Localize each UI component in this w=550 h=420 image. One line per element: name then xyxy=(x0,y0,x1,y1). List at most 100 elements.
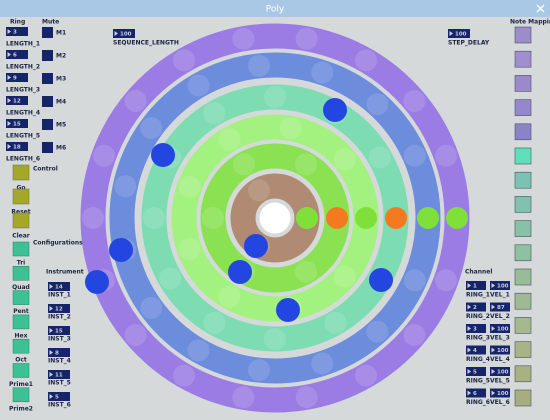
length-box[interactable]: 3 xyxy=(6,27,28,36)
note-swatch[interactable] xyxy=(514,75,532,92)
note-swatch[interactable] xyxy=(514,50,532,68)
config-button[interactable] xyxy=(12,338,30,354)
number-box-arrow xyxy=(7,98,11,103)
note-swatch[interactable] xyxy=(514,341,532,358)
close-button[interactable] xyxy=(536,4,545,13)
controls: Ring Mute 3 LENGTH_1 M1 6 LENGTH_2 M2 9 LENGTH_3 M… xyxy=(6,19,550,412)
step-delay-box[interactable]: 100 xyxy=(448,29,470,38)
note-swatch[interactable] xyxy=(514,123,532,141)
step-dot xyxy=(178,175,201,198)
length-box[interactable]: 9 xyxy=(6,73,28,82)
channel-ring-box[interactable]: 6 xyxy=(466,388,486,398)
note-swatch[interactable] xyxy=(514,26,532,44)
mute-toggle[interactable] xyxy=(42,119,53,130)
sequence-length-box[interactable]: 100 xyxy=(113,29,135,38)
instrument-box[interactable]: 15 xyxy=(48,326,70,335)
step-dot xyxy=(82,207,104,229)
instrument-box[interactable]: 12 xyxy=(48,304,70,313)
config-button[interactable] xyxy=(12,266,30,281)
note-swatch[interactable] xyxy=(514,196,532,213)
number-box-arrow xyxy=(49,284,53,289)
number-box-bg xyxy=(466,324,486,333)
channel-ring-box[interactable]: 3 xyxy=(466,324,486,333)
note-swatch[interactable] xyxy=(514,147,532,165)
step-dot xyxy=(114,175,137,198)
instrument-box[interactable]: 8 xyxy=(48,348,70,357)
config-label: Prime1 xyxy=(9,381,33,388)
mute-toggle[interactable] xyxy=(42,73,53,84)
mute-label: M3 xyxy=(56,76,66,83)
step-dot xyxy=(403,90,426,113)
control-button[interactable] xyxy=(12,188,30,205)
length-box[interactable]: 18 xyxy=(6,142,28,151)
note-swatch[interactable] xyxy=(514,244,532,262)
channel-ring-box[interactable]: 2 xyxy=(466,302,486,312)
length-label: LENGTH_5 xyxy=(6,133,40,140)
mute-toggle[interactable] xyxy=(42,96,53,107)
step-dot xyxy=(368,146,391,169)
note-swatch[interactable] xyxy=(514,99,532,116)
mute-toggle[interactable] xyxy=(42,142,53,153)
note-swatch[interactable] xyxy=(514,365,532,383)
number-box-bg xyxy=(466,388,486,398)
instrument-box[interactable]: 14 xyxy=(48,282,70,291)
channel-ring-box[interactable]: 1 xyxy=(466,281,486,290)
channel-ring-label: RING_1 xyxy=(466,292,490,299)
mute-toggle[interactable] xyxy=(42,27,53,38)
step-dot xyxy=(311,352,334,375)
step-dot xyxy=(355,49,377,72)
step-dot xyxy=(403,323,426,346)
channel-vel-box[interactable]: 87 xyxy=(490,302,510,312)
number-box-bg xyxy=(466,302,486,312)
channel-ring-box[interactable]: 4 xyxy=(466,345,486,355)
number-box-arrow xyxy=(491,283,495,288)
note-swatch[interactable] xyxy=(514,268,532,286)
number-box-value: 18 xyxy=(13,145,21,151)
note-swatch[interactable] xyxy=(514,171,532,189)
note-swatch[interactable] xyxy=(514,389,532,407)
channel-vel-label: VEL_5 xyxy=(490,378,510,385)
instrument-box[interactable]: 5 xyxy=(48,392,70,401)
instrument-label: INST_2 xyxy=(48,314,71,321)
length-box[interactable]: 15 xyxy=(6,119,28,128)
note-swatch[interactable] xyxy=(514,317,532,334)
config-button[interactable] xyxy=(12,387,30,403)
channel-vel-box[interactable]: 100 xyxy=(490,388,510,398)
control-button[interactable] xyxy=(12,212,30,229)
channel-vel-box[interactable]: 100 xyxy=(490,345,510,355)
number-box-arrow xyxy=(7,52,11,57)
instrument-box[interactable]: 11 xyxy=(48,370,70,379)
channel-vel-label: VEL_3 xyxy=(490,335,510,342)
number-box-bg xyxy=(490,388,510,398)
step-dot xyxy=(333,148,356,171)
step-marker xyxy=(355,207,377,229)
step-dot xyxy=(92,144,115,167)
step-dot xyxy=(218,128,241,151)
step-dot xyxy=(311,61,334,84)
number-box-bg xyxy=(490,324,510,333)
channel-vel-box[interactable]: 100 xyxy=(490,324,510,333)
step-dot xyxy=(187,339,210,362)
length-box[interactable]: 12 xyxy=(6,96,28,105)
config-button[interactable] xyxy=(12,241,30,257)
config-button[interactable] xyxy=(12,314,30,330)
channel-vel-box[interactable]: 100 xyxy=(490,281,510,290)
number-box-value: 11 xyxy=(55,373,63,379)
mute-toggle[interactable] xyxy=(42,50,53,61)
playhead xyxy=(228,260,252,284)
channel-vel-box[interactable]: 100 xyxy=(490,367,510,376)
note-swatch[interactable] xyxy=(514,220,532,237)
channel-ring-box[interactable]: 5 xyxy=(466,367,486,376)
config-button[interactable] xyxy=(12,290,30,305)
control-button[interactable] xyxy=(12,164,30,181)
number-box-bg xyxy=(48,282,70,291)
length-box[interactable]: 6 xyxy=(6,50,28,59)
channel-vel-label: VEL_6 xyxy=(490,399,510,406)
note-swatch[interactable] xyxy=(514,292,532,310)
number-box-arrow xyxy=(491,390,495,396)
config-button[interactable] xyxy=(12,363,30,378)
number-box-bg xyxy=(466,281,486,290)
mute-header: Mute xyxy=(42,19,59,26)
playhead xyxy=(323,98,347,122)
